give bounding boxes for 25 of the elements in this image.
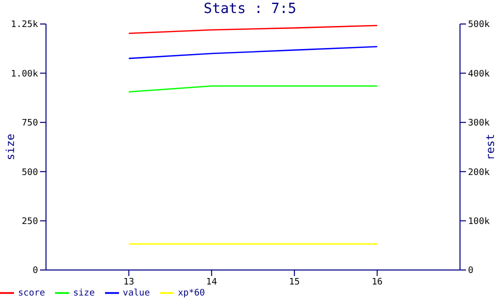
legend-label: size [73,288,95,298]
x-tick-label: 14 [206,277,218,288]
y-tick-label: 1.00k [10,69,39,80]
y2-tick-label: 100k [468,216,490,227]
legend-label: value [122,288,150,298]
y2-tick-label: 500k [468,20,490,30]
legend-label: score [18,288,46,298]
y-tick-label: 1.25k [10,20,39,30]
line-series [128,24,378,34]
y2-tick-label: 200k [468,168,490,178]
y-tick-label: 750 [22,118,38,129]
x-tick-label: 15 [288,277,300,288]
y-axis-title: size [4,134,17,160]
y-tick-label: 0 [32,266,38,276]
x-tick-label: 16 [372,277,383,288]
line-series [128,46,378,60]
y2-tick-label: 0 [468,266,474,276]
legend-label: xp*60 [178,288,205,298]
y2-axis-title: rest [484,134,497,160]
y2-tick-label: 300k [468,118,490,129]
y-tick-label: 500 [22,168,38,178]
y2-tick-label: 400k [468,69,490,80]
chart-title: Stats : 7:5 [202,0,298,18]
x-tick-label: 13 [123,277,134,288]
y-tick-label: 250 [22,216,38,227]
